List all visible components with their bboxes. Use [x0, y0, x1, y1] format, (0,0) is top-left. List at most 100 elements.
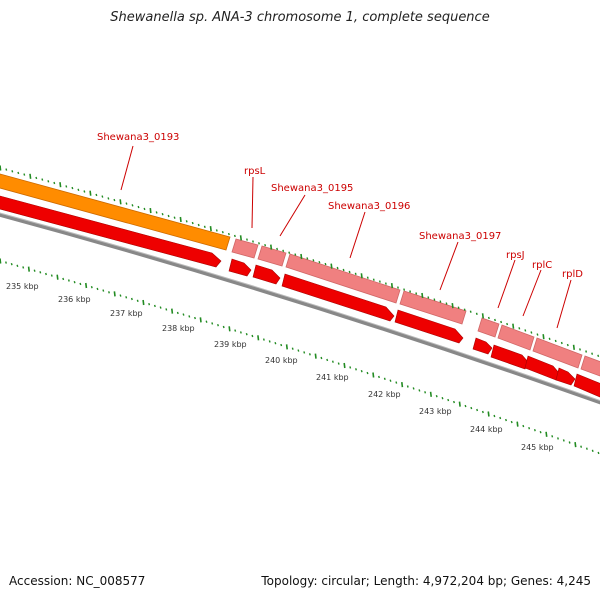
inner-tick [56, 274, 59, 280]
outer-tick [65, 185, 68, 188]
outer-tick [487, 316, 490, 320]
gene-label-rpld[interactable]: rplD [562, 269, 583, 280]
inner-tick [217, 323, 219, 327]
feature-red-arrow-3[interactable] [281, 273, 395, 322]
inner-tick [0, 258, 2, 264]
feature-pink-shewana3-0197[interactable] [399, 290, 467, 325]
inner-tick [308, 353, 311, 356]
outer-tick [524, 329, 527, 332]
outer-tick [360, 273, 363, 279]
inner-tick [205, 320, 208, 323]
inner-tick [90, 285, 93, 289]
feature-red-arrow-1[interactable] [228, 258, 252, 277]
outer-tick [89, 190, 92, 196]
inner-tick [481, 410, 484, 414]
outer-tick [463, 308, 466, 311]
gene-label-shewana3-0193[interactable]: Shewana3_0193 [97, 132, 179, 143]
inner-tick [343, 362, 346, 369]
outer-tick [35, 176, 38, 180]
outer-tick [215, 229, 218, 232]
inner-tick [476, 408, 479, 412]
outer-tick [342, 268, 345, 272]
feature-pink-rpsj[interactable] [477, 317, 500, 338]
outer-tick [506, 322, 509, 326]
feature-red-arrow-8[interactable] [555, 367, 576, 386]
inner-tick [493, 414, 496, 418]
outer-tick [579, 348, 581, 351]
feature-pink-shewana3-0196[interactable] [285, 253, 401, 304]
feature-red-arrow-9[interactable] [573, 373, 600, 398]
inner-tick [148, 302, 151, 306]
inner-tick [568, 441, 571, 444]
inner-tick [441, 396, 444, 400]
outer-tick [366, 276, 369, 279]
inner-tick [10, 262, 13, 266]
inner-tick [182, 313, 185, 316]
outer-tick [530, 331, 533, 334]
inner-tick [401, 382, 404, 388]
tick-label-242: 242 kbp [368, 390, 401, 399]
gene-label-shewana3-0196[interactable]: Shewana3_0196 [328, 201, 410, 212]
gene-label-rpsl[interactable]: rpsL [244, 166, 266, 177]
inner-tick [349, 366, 352, 369]
inner-tick [470, 406, 473, 410]
feature-pink-rpsl[interactable] [231, 238, 259, 259]
tick-label-245: 245 kbp [521, 443, 554, 452]
inner-tick [522, 424, 525, 428]
tick-label-243: 243 kbp [419, 407, 452, 416]
outer-tick [227, 232, 230, 236]
gene-label-rplc[interactable]: rplC [532, 260, 552, 271]
outer-tick [209, 226, 212, 232]
outer-tick [113, 198, 116, 202]
outer-tick [518, 327, 521, 330]
inner-tick [551, 435, 554, 438]
feature-pink-end[interactable] [580, 355, 600, 377]
feature-red-arrow-5[interactable] [472, 337, 493, 355]
feature-red-arrow-2[interactable] [252, 264, 281, 285]
outer-tick [548, 337, 551, 341]
feature-red-long[interactable] [0, 195, 222, 268]
outer-tick [390, 283, 394, 289]
tick-label-239: 239 kbp [214, 340, 247, 349]
outer-tick [161, 212, 164, 216]
inner-tick [251, 334, 254, 338]
outer-tick [427, 296, 430, 299]
tick-label-241: 241 kbp [316, 373, 349, 382]
feature-pink-rpld[interactable] [532, 337, 583, 369]
inner-tick [136, 299, 139, 303]
inner-tick [499, 416, 502, 420]
gene-label-rpsj[interactable]: rpsJ [506, 250, 525, 261]
inner-tick [510, 420, 513, 424]
outer-tick [572, 344, 575, 350]
outer-tick [348, 270, 351, 274]
inner-tick [96, 287, 99, 291]
inner-tick [528, 426, 531, 430]
inner-tick [412, 387, 415, 390]
inner-tick [16, 264, 19, 268]
feature-orange-shewana3-0193[interactable] [0, 173, 231, 251]
outer-tick [264, 243, 267, 247]
gene-label-shewana3-0195[interactable]: Shewana3_0195 [271, 183, 353, 194]
outer-tick [23, 173, 26, 176]
inner-tick [262, 338, 265, 341]
outer-tick [536, 333, 539, 336]
outer-tick [330, 263, 333, 269]
feature-pink-rplc[interactable] [497, 324, 535, 351]
gene-label-shewana3-0197[interactable]: Shewana3_0197 [419, 231, 501, 242]
inner-tick [366, 371, 369, 375]
outer-tick [372, 278, 375, 281]
outer-tick [336, 266, 339, 270]
inner-tick [326, 358, 329, 362]
outer-tick [554, 339, 557, 343]
feature-red-arrow-4[interactable] [394, 309, 464, 344]
backbone-line [0, 213, 600, 405]
backbone-highlight [0, 212, 600, 402]
inner-tick [533, 428, 536, 432]
feature-pink-shewana3-0195[interactable] [257, 245, 287, 267]
inner-tick [331, 360, 334, 363]
outer-tick [77, 188, 80, 192]
outer-tick [403, 288, 406, 291]
outer-tick [585, 350, 588, 353]
inner-tick [67, 279, 70, 282]
outer-tick [0, 165, 2, 171]
